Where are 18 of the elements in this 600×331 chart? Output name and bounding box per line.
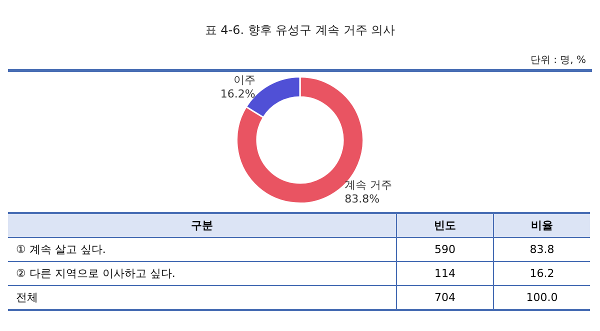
data-label: 16.2% xyxy=(220,87,256,100)
data-label: 16.2 xyxy=(494,262,590,286)
text: 비율 xyxy=(494,213,590,238)
slice-label: 계속 거주 xyxy=(344,178,392,192)
text: 단위 : 명, % xyxy=(529,54,587,67)
slice-label: 이주 xyxy=(233,73,256,86)
data-label: 704 xyxy=(396,286,494,310)
data-label: 83.8 xyxy=(494,238,590,262)
category-label: 전체 xyxy=(8,286,396,310)
category-label: ② 다른 지역으로 이사하고 싶다. xyxy=(8,262,396,286)
data-label: 590 xyxy=(396,238,494,262)
data-label: 83.8% xyxy=(344,192,380,206)
text: 빈도 xyxy=(396,213,494,238)
data-label: 114 xyxy=(396,262,494,286)
chart-title: 표 4-6. 향후 유성구 계속 거주 의사 xyxy=(204,22,396,39)
text: 구분 xyxy=(8,213,396,238)
category-label: ① 계속 살고 싶다. xyxy=(8,238,396,262)
data-label: 100.0 xyxy=(494,286,590,310)
